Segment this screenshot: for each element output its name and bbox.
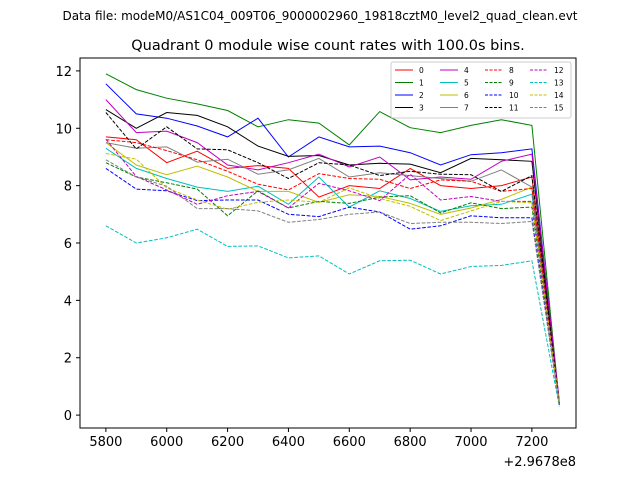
series-line-3	[105, 109, 560, 406]
series-line-4	[105, 99, 560, 401]
figure-suptitle: Data file: modeM0/AS1C04_009T06_90000029…	[62, 9, 577, 23]
series-line-5	[105, 147, 560, 406]
legend-label-6: 6	[464, 91, 469, 100]
legend-label-8: 8	[509, 66, 514, 75]
x-tick-label: 6000	[150, 435, 183, 450]
series-line-0	[105, 136, 560, 404]
series-line-8	[105, 139, 560, 404]
legend-label-2: 2	[419, 91, 424, 100]
x-offset-label: +2.9678e8	[503, 455, 576, 470]
x-tick-label: 6600	[333, 435, 366, 450]
series-layer	[105, 73, 560, 407]
y-tick-label: 12	[55, 65, 72, 80]
series-line-12	[105, 138, 560, 406]
series-line-15	[105, 159, 560, 406]
y-tick-label: 10	[55, 122, 72, 137]
x-tick-label: 5800	[89, 435, 122, 450]
legend-label-11: 11	[509, 104, 519, 113]
legend-label-7: 7	[464, 104, 469, 113]
series-line-10	[105, 167, 560, 406]
x-tick-label: 7200	[515, 435, 548, 450]
legend-box	[390, 61, 572, 119]
legend-label-1: 1	[419, 79, 424, 88]
legend-label-4: 4	[464, 66, 469, 75]
series-line-11	[105, 112, 560, 404]
series-line-1	[105, 73, 560, 404]
legend-label-5: 5	[464, 79, 469, 88]
legend-label-15: 15	[554, 104, 564, 113]
series-line-7	[105, 142, 560, 404]
legend-label-9: 9	[509, 79, 514, 88]
x-tick-label: 6200	[211, 435, 244, 450]
y-tick-label: 6	[64, 237, 72, 252]
series-line-13	[105, 225, 560, 407]
ticks-layer: 5800 6000 6200 6400 6600 6800 7000 720002468101…	[55, 65, 548, 450]
legend-label-14: 14	[554, 91, 564, 100]
series-line-6	[105, 142, 560, 404]
series-line-14	[105, 153, 560, 404]
y-tick-label: 4	[64, 294, 72, 309]
legend-label-0: 0	[419, 66, 424, 75]
x-tick-label: 6800	[394, 435, 427, 450]
legend-label-12: 12	[554, 66, 564, 75]
y-tick-label: 2	[64, 352, 72, 367]
x-tick-label: 7000	[454, 435, 487, 450]
y-tick-label: 0	[64, 409, 72, 424]
legend-label-13: 13	[554, 79, 564, 88]
chart-title: Quadrant 0 module wise count rates with …	[131, 38, 525, 54]
x-tick-label: 6400	[272, 435, 305, 450]
legend-label-3: 3	[419, 104, 424, 113]
y-tick-label: 8	[64, 180, 72, 195]
legend-label-10: 10	[509, 91, 519, 100]
series-line-2	[105, 83, 560, 404]
